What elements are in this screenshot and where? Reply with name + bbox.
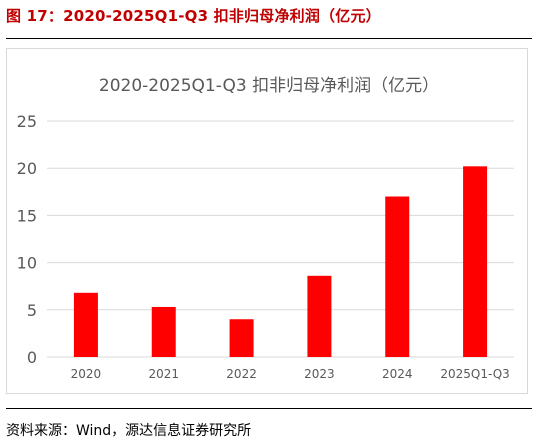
bar-2022 [229, 319, 254, 357]
figure-title: 图 17：2020-2025Q1-Q3 扣非归母净利润（亿元） [6, 7, 381, 25]
y-tick-label: 0 [27, 348, 37, 367]
bar-chart: 2020-2025Q1-Q3 扣非归母净利润（亿元） 0 5 10 15 20 25 20… [17, 76, 514, 381]
y-tick-label: 10 [17, 254, 37, 273]
gridlines [47, 120, 514, 358]
y-tick-label: 5 [27, 301, 37, 320]
x-tick-label: 2023 [304, 367, 335, 381]
bar-2025Q1-Q3 [463, 166, 488, 357]
top-divider [6, 38, 532, 39]
y-tick-label: 15 [17, 206, 37, 225]
y-tick-label: 20 [17, 159, 37, 178]
x-tick-label: 2021 [148, 367, 179, 381]
x-tick-label: 2022 [226, 367, 257, 381]
x-tick-label: 2024 [382, 367, 413, 381]
y-tick-label: 25 [17, 112, 37, 131]
bar-2020 [73, 292, 98, 357]
x-tick-label: 2025Q1-Q3 [440, 367, 509, 381]
x-axis-ticks: 2020 2021 2022 2023 2024 2025Q1-Q3 [71, 367, 510, 381]
bar-2021 [151, 306, 176, 357]
source-note: 资料来源：Wind，源达信息证券研究所 [6, 423, 252, 439]
chart-area: 2020-2025Q1-Q3 扣非归母净利润（亿元） 0 5 10 15 20 25 20… [6, 48, 528, 394]
x-tick-label: 2020 [71, 367, 102, 381]
bar-2023 [307, 275, 332, 357]
bottom-divider [6, 408, 532, 409]
chart-title: 2020-2025Q1-Q3 扣非归母净利润（亿元） [99, 76, 439, 96]
bar-2024 [385, 196, 410, 357]
y-axis-ticks: 0 5 10 15 20 25 [17, 112, 37, 367]
bars [73, 166, 488, 357]
